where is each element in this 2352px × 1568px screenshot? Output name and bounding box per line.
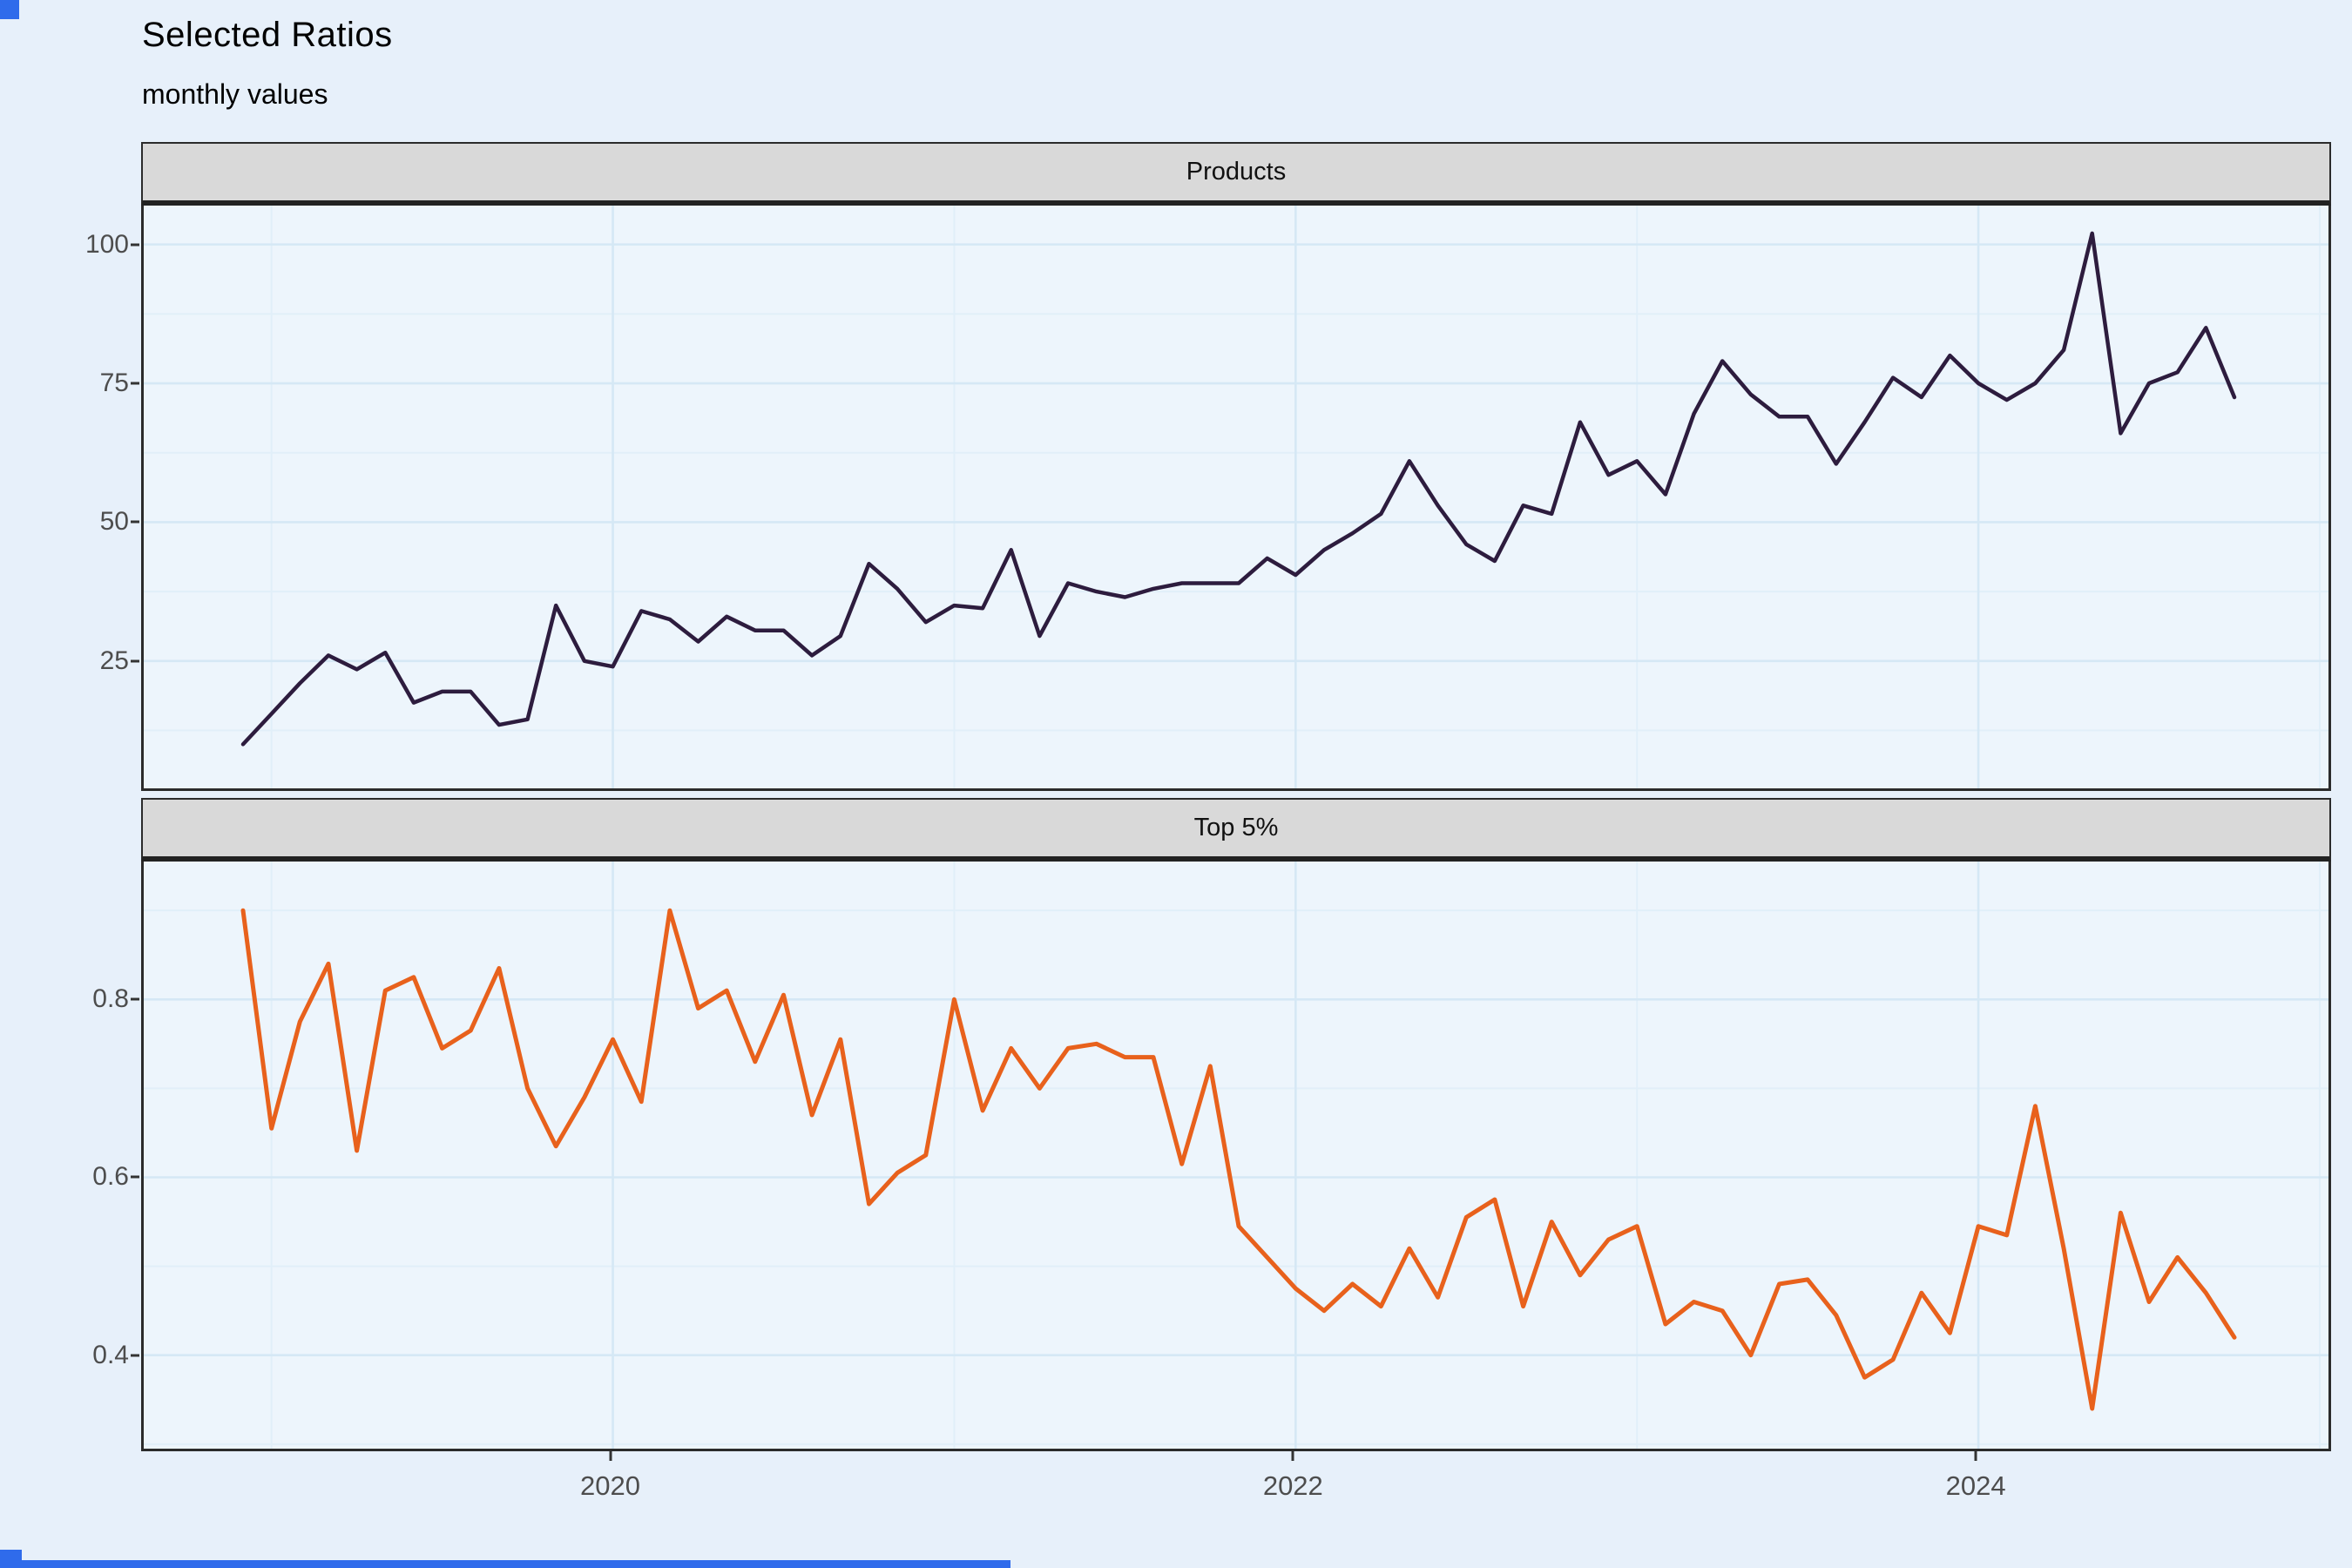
chart-subtitle: monthly values — [142, 78, 328, 110]
y-tick-label: 75 — [99, 368, 129, 398]
x-tick-mark — [1291, 1451, 1294, 1461]
y-tick-mark — [131, 1354, 139, 1357]
top5-line — [240, 908, 2237, 1411]
panel-svg — [144, 206, 2328, 788]
facet-strip-products: Products — [141, 142, 2331, 206]
y-tick-mark — [131, 659, 139, 663]
y-tick-mark — [131, 382, 139, 385]
y-tick-label: 50 — [99, 507, 129, 537]
facet-strip-label: Products — [1186, 158, 1287, 186]
y-tick-label: 25 — [99, 645, 129, 675]
panel-top5 — [141, 862, 2331, 1451]
y-tick-mark — [131, 520, 139, 524]
y-tick-mark — [131, 1175, 139, 1179]
facet-strip-label: Top 5% — [1193, 814, 1279, 841]
x-tick-mark — [1974, 1451, 1977, 1461]
panel-svg — [144, 862, 2328, 1449]
y-tick-mark — [131, 997, 139, 1001]
y-tick-label: 100 — [84, 229, 129, 259]
chart-title: Selected Ratios — [142, 16, 393, 54]
taskbar-artifact-bar — [0, 1560, 1010, 1568]
x-tick-label: 2020 — [580, 1470, 641, 1501]
x-tick-mark — [609, 1451, 612, 1461]
y-tick-mark — [131, 243, 139, 247]
x-tick-label: 2024 — [1945, 1470, 2006, 1501]
window-corner-artifact — [0, 0, 19, 19]
y-tick-label: 0.4 — [92, 1340, 129, 1369]
x-tick-label: 2022 — [1262, 1470, 1323, 1501]
facet-strip-top5: Top 5% — [141, 798, 2331, 862]
y-tick-label: 0.8 — [92, 984, 129, 1014]
products-line — [240, 231, 2237, 747]
y-tick-label: 0.6 — [92, 1162, 129, 1192]
panel-products — [141, 206, 2331, 791]
